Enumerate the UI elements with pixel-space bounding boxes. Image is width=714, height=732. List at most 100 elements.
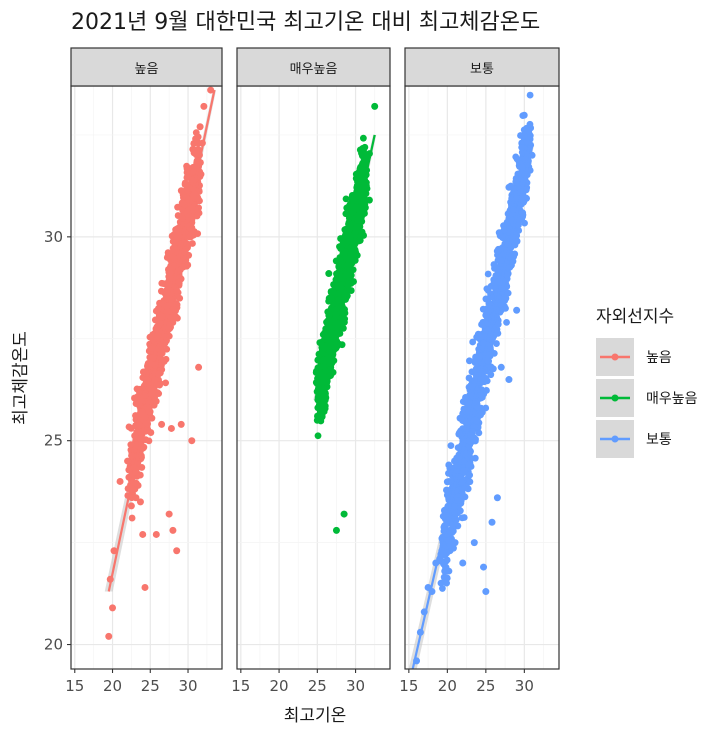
data-point xyxy=(518,143,526,151)
legend-label: 매우높음 xyxy=(646,391,698,407)
x-axis-label: 최고기온 xyxy=(284,706,347,726)
data-point xyxy=(196,123,204,131)
data-point xyxy=(338,308,345,316)
legend-key-point xyxy=(611,394,619,402)
data-point xyxy=(489,365,497,373)
legend-label: 보통 xyxy=(646,432,672,448)
data-point xyxy=(132,480,140,488)
x-tick-label: 25 xyxy=(476,677,495,695)
data-point xyxy=(480,563,488,571)
data-point xyxy=(132,494,140,502)
data-point xyxy=(312,379,320,386)
data-point xyxy=(451,508,459,515)
data-point xyxy=(183,174,191,181)
data-point xyxy=(347,224,355,231)
data-point xyxy=(116,477,124,485)
data-point xyxy=(490,279,498,287)
data-point xyxy=(173,547,181,555)
data-point xyxy=(340,510,348,518)
data-point xyxy=(497,363,505,371)
data-point xyxy=(186,233,194,241)
data-point xyxy=(146,359,154,367)
data-point xyxy=(458,514,466,522)
data-point xyxy=(139,530,147,538)
data-point xyxy=(475,429,483,437)
data-point xyxy=(158,420,166,428)
data-point xyxy=(314,432,322,440)
plot-area xyxy=(312,102,379,534)
data-point xyxy=(495,229,503,237)
data-point xyxy=(445,536,452,544)
data-point xyxy=(365,196,373,204)
data-point xyxy=(524,127,532,135)
data-point xyxy=(458,479,466,486)
y-tick-label: 30 xyxy=(44,228,63,246)
data-point xyxy=(154,332,161,340)
data-point xyxy=(163,345,171,353)
data-point xyxy=(143,376,151,384)
data-point xyxy=(482,588,490,596)
data-point xyxy=(500,226,508,234)
data-point xyxy=(174,203,181,211)
data-point xyxy=(343,292,351,300)
data-point xyxy=(127,502,135,510)
facet-strip-label: 매우높음 xyxy=(290,62,338,77)
trend-line xyxy=(107,89,216,592)
data-point xyxy=(478,321,485,328)
x-tick-label: 20 xyxy=(438,677,457,695)
data-point xyxy=(455,429,463,437)
data-point xyxy=(158,355,165,363)
data-point xyxy=(465,357,473,365)
data-point xyxy=(148,345,156,352)
data-point xyxy=(349,202,357,210)
data-point xyxy=(183,186,191,194)
data-point xyxy=(165,510,173,518)
data-point xyxy=(482,295,490,303)
data-point xyxy=(467,432,475,440)
data-point xyxy=(493,494,501,502)
data-point xyxy=(137,397,145,404)
point-cloud xyxy=(105,86,215,640)
data-point xyxy=(317,409,324,416)
data-point xyxy=(340,324,347,332)
data-point xyxy=(177,187,185,195)
data-point xyxy=(449,521,456,529)
data-point xyxy=(323,318,330,326)
data-point xyxy=(158,349,166,357)
data-point xyxy=(451,539,459,547)
data-point xyxy=(481,374,488,382)
data-point xyxy=(478,392,485,400)
data-point xyxy=(359,145,367,152)
x-tick-label: 15 xyxy=(65,677,84,695)
data-point xyxy=(322,332,330,340)
data-point xyxy=(313,416,321,424)
data-point xyxy=(526,91,534,99)
data-point xyxy=(344,237,352,244)
data-point xyxy=(154,370,162,378)
facet-panel: 보통 15 20 25 30 xyxy=(399,47,560,695)
data-point xyxy=(125,466,133,474)
data-point xyxy=(355,184,362,191)
data-point xyxy=(312,369,320,377)
data-point xyxy=(476,353,484,361)
data-point xyxy=(484,270,492,278)
data-point xyxy=(473,417,480,425)
data-point xyxy=(327,294,335,302)
data-point xyxy=(459,559,467,567)
data-point xyxy=(128,514,136,522)
data-point xyxy=(197,170,205,178)
data-point xyxy=(493,340,500,347)
y-axis-label: 최고체감온도 xyxy=(11,331,31,425)
data-point xyxy=(443,579,450,587)
data-point xyxy=(471,437,479,445)
facet-strip xyxy=(236,47,391,87)
facet-strip xyxy=(404,47,560,87)
data-point xyxy=(515,221,522,229)
data-point xyxy=(443,574,451,582)
data-point xyxy=(465,461,473,468)
data-point xyxy=(504,271,511,279)
data-point xyxy=(342,195,350,203)
data-point xyxy=(327,366,334,374)
